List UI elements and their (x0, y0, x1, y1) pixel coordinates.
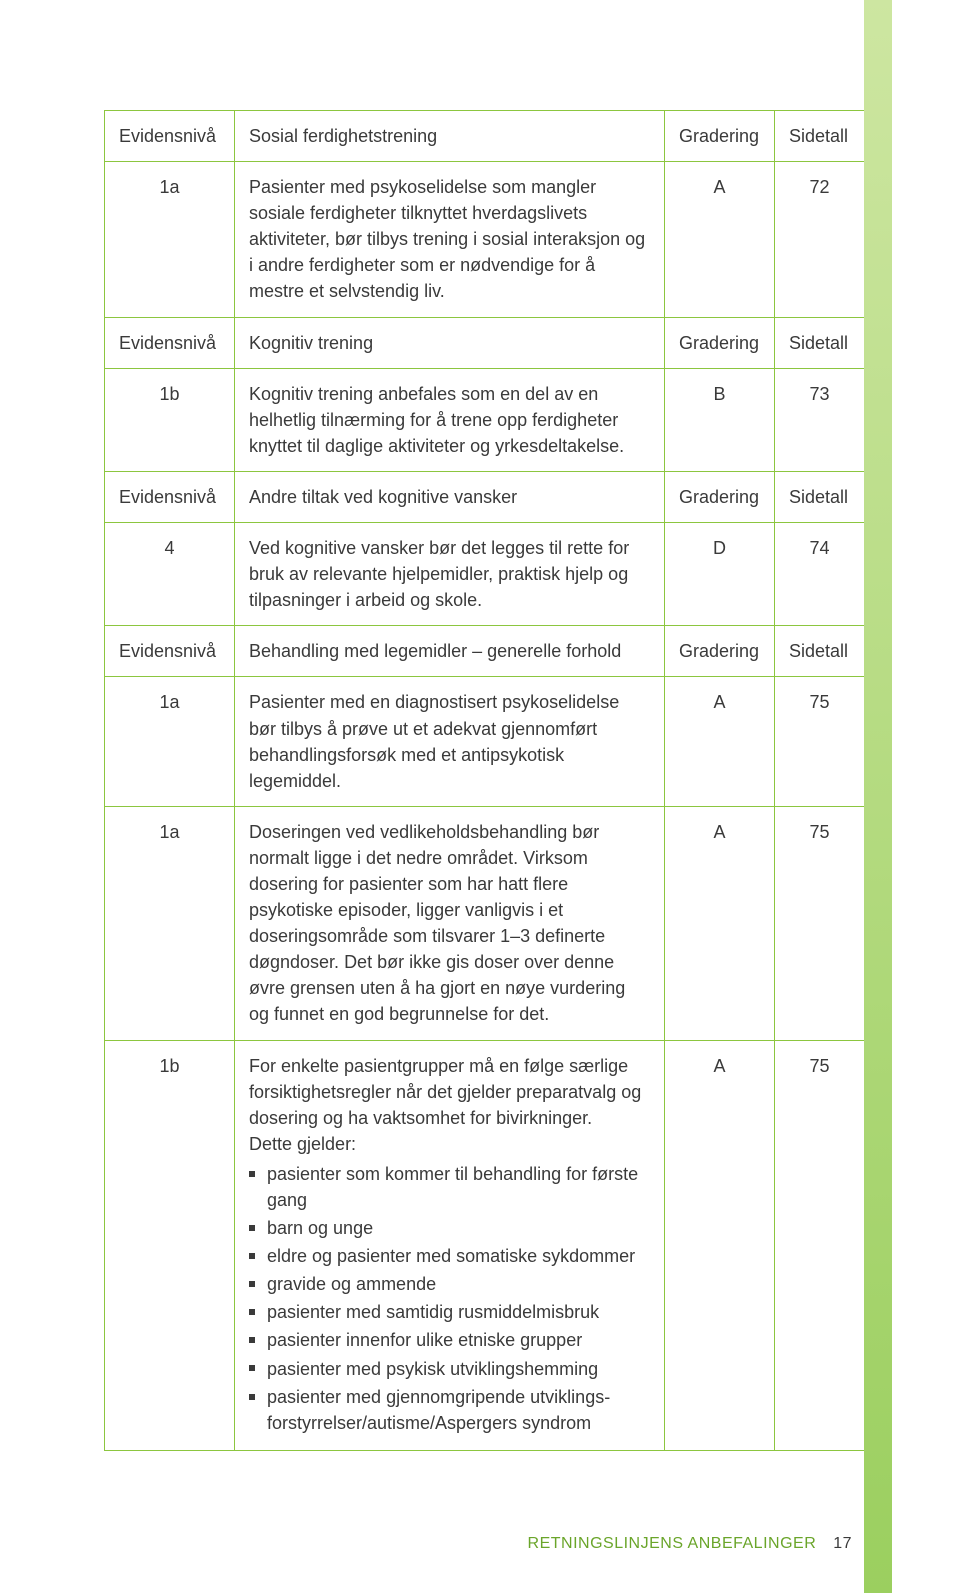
cell-intro: For enkelte pasientgrupper må en følge s… (249, 1056, 641, 1128)
cell-evidence: 1b (105, 368, 235, 471)
cell-grade: A (665, 806, 775, 1040)
col-header-evidence: Evidensnivå (105, 626, 235, 677)
footer-page-number: 17 (833, 1535, 852, 1552)
cell-page: 75 (775, 806, 865, 1040)
col-header-evidence: Evidensnivå (105, 471, 235, 522)
list-item: pasienter med gjennomgripende utviklings… (249, 1384, 650, 1436)
cell-evidence: 4 (105, 523, 235, 626)
cell-evidence: 1b (105, 1040, 235, 1450)
cell-grade: B (665, 368, 775, 471)
col-header-page: Sidetall (775, 317, 865, 368)
col-header-evidence: Evidensnivå (105, 111, 235, 162)
col-header-topic: Behandling med legemidler – generelle fo… (235, 626, 665, 677)
section-header: Evidensnivå Behandling med legemidler – … (105, 626, 865, 677)
cell-page: 75 (775, 677, 865, 806)
cell-evidence: 1a (105, 162, 235, 317)
table-row: 1a Doseringen ved vedlikeholdsbehandling… (105, 806, 865, 1040)
cell-text: Doseringen ved vedlikeholdsbehandling bø… (235, 806, 665, 1040)
table-row: 1a Pasienter med en diagnostisert psykos… (105, 677, 865, 806)
cell-text: Pasienter med en diagnostisert psykose­l… (235, 677, 665, 806)
col-header-topic: Sosial ferdighetstrening (235, 111, 665, 162)
col-header-page: Sidetall (775, 111, 865, 162)
cell-page: 75 (775, 1040, 865, 1450)
table-row: 1a Pasienter med psykoselidelse som mang… (105, 162, 865, 317)
cell-grade: A (665, 162, 775, 317)
page: Evidensnivå Sosial ferdighetstrening Gra… (0, 0, 960, 1593)
section-header: Evidensnivå Kognitiv trening Gradering S… (105, 317, 865, 368)
table-row: 4 Ved kognitive vansker bør det legges t… (105, 523, 865, 626)
cell-grade: A (665, 1040, 775, 1450)
col-header-evidence: Evidensnivå (105, 317, 235, 368)
cell-lead: Dette gjelder: (249, 1134, 356, 1154)
list-item: eldre og pasienter med somatiske sykdomm… (249, 1243, 650, 1269)
list-item: pasienter med psykisk utviklingshemming (249, 1356, 650, 1382)
col-header-grade: Gradering (665, 111, 775, 162)
cell-text: Pasienter med psykoselidelse som mangler… (235, 162, 665, 317)
col-header-grade: Gradering (665, 471, 775, 522)
cell-text: Kognitiv trening anbefales som en del av… (235, 368, 665, 471)
cell-page: 72 (775, 162, 865, 317)
section-header: Evidensnivå Sosial ferdighetstrening Gra… (105, 111, 865, 162)
col-header-grade: Gradering (665, 317, 775, 368)
page-footer: RETNINGSLINJENS ANBEFALINGER 17 (528, 1535, 852, 1553)
side-accent-bar (864, 0, 892, 1593)
cell-page: 74 (775, 523, 865, 626)
bullet-list: pasienter som kommer til behandling for … (249, 1161, 650, 1436)
col-header-page: Sidetall (775, 626, 865, 677)
cell-page: 73 (775, 368, 865, 471)
cell-evidence: 1a (105, 806, 235, 1040)
cell-grade: D (665, 523, 775, 626)
list-item: barn og unge (249, 1215, 650, 1241)
col-header-grade: Gradering (665, 626, 775, 677)
cell-text: Ved kognitive vansker bør det legges til… (235, 523, 665, 626)
list-item: pasienter som kommer til behandling for … (249, 1161, 650, 1213)
cell-grade: A (665, 677, 775, 806)
cell-text: For enkelte pasientgrupper må en følge s… (235, 1040, 665, 1450)
col-header-topic: Kognitiv trening (235, 317, 665, 368)
guidelines-table: Evidensnivå Sosial ferdighetstrening Gra… (104, 110, 865, 1451)
cell-evidence: 1a (105, 677, 235, 806)
section-header: Evidensnivå Andre tiltak ved kognitive v… (105, 471, 865, 522)
table-row: 1b Kognitiv trening anbefales som en del… (105, 368, 865, 471)
list-item: gravide og ammende (249, 1271, 650, 1297)
col-header-topic: Andre tiltak ved kognitive vansker (235, 471, 665, 522)
table-row: 1b For enkelte pasientgrupper må en følg… (105, 1040, 865, 1450)
list-item: pasienter innenfor ulike etniske grupper (249, 1327, 650, 1353)
footer-section-title: RETNINGSLINJENS ANBEFALINGER (528, 1535, 817, 1552)
list-item: pasienter med samtidig rusmiddelmisbruk (249, 1299, 650, 1325)
table-body: Evidensnivå Sosial ferdighetstrening Gra… (105, 111, 865, 1451)
col-header-page: Sidetall (775, 471, 865, 522)
